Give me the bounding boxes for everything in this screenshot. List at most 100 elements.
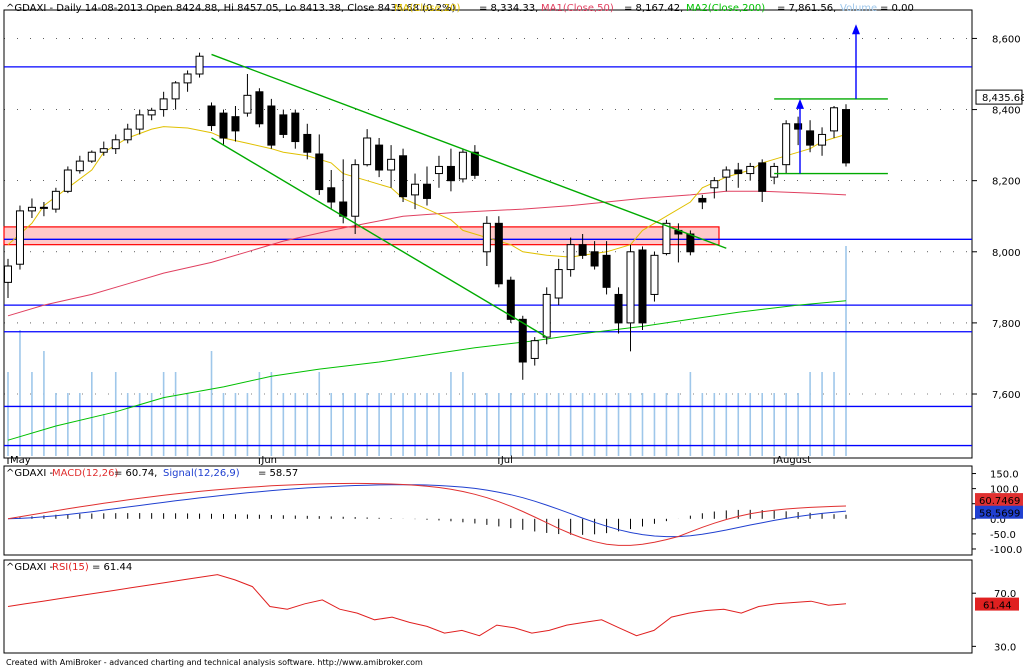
candle-body <box>183 73 192 84</box>
candle-body <box>554 269 563 299</box>
candle-body <box>423 183 431 199</box>
candle-body <box>15 210 24 265</box>
candle-body <box>99 148 108 153</box>
candle-body <box>506 279 515 320</box>
candle-body <box>123 128 132 141</box>
candle-body <box>195 55 204 75</box>
header-ma20: MA(Close,20) <box>394 3 461 14</box>
panel-frame-3 <box>3 559 973 654</box>
macd-value-tag <box>975 493 1023 507</box>
candle-body <box>842 109 850 164</box>
candle-body <box>446 165 455 182</box>
candle-body <box>614 293 623 324</box>
macd-y-tick-label: 100.0 <box>990 485 1019 496</box>
candle-body <box>770 165 779 178</box>
header-ma50-value: = 8,167.42, <box>624 3 683 14</box>
candle-body <box>207 105 216 127</box>
candle-body <box>782 123 791 166</box>
x-tick-label: August <box>776 455 811 466</box>
candle-body <box>590 251 599 267</box>
macd-y-tick-label: -100.0 <box>990 545 1022 556</box>
candle-body <box>686 233 695 253</box>
rsi-y-tick-label: 30.0 <box>994 642 1016 653</box>
y-tick-label: 8,600 <box>992 34 1021 45</box>
candle-body <box>818 133 827 146</box>
range-height-arrow-head <box>796 98 804 109</box>
ma200-line <box>7 300 847 441</box>
target-arrow-head <box>852 24 860 35</box>
candle-body <box>87 151 96 162</box>
candle-body <box>219 112 228 139</box>
candle-body <box>794 123 803 130</box>
trendline-channel-top <box>211 53 727 249</box>
candle-body <box>4 265 12 283</box>
candle-body <box>746 165 755 175</box>
header-symbol: ^GDAXI - Daily 14-08-2013 Open 8424.88, … <box>6 3 455 14</box>
candle-body <box>830 107 839 132</box>
candle-body <box>387 158 396 171</box>
candle-body <box>279 114 288 135</box>
candle-body <box>399 155 408 198</box>
candle-body <box>470 151 479 176</box>
header-ma20-value: = 8,334.33, <box>479 3 538 14</box>
header-volume-value: = 0.00 <box>880 3 914 14</box>
candle-body <box>111 139 120 150</box>
candle-body <box>75 160 84 172</box>
candle-body <box>327 187 336 203</box>
candle-body <box>351 164 360 217</box>
candle-body <box>63 169 72 192</box>
macd-value: = 60.74, <box>114 468 157 479</box>
y-tick-label: 8,000 <box>992 248 1021 259</box>
ma20-line <box>7 126 847 258</box>
last-price-tag <box>975 89 1023 105</box>
candle-body <box>698 197 707 203</box>
candle-body <box>243 94 252 114</box>
rsi-value-label: 61.44 <box>983 601 1012 612</box>
candle-body <box>602 254 611 288</box>
candle-body <box>171 82 180 100</box>
trendline-channel-bottom <box>211 137 548 338</box>
candle-body <box>578 244 587 256</box>
macd-line <box>7 482 847 546</box>
candle-body <box>291 112 300 143</box>
rsi-line <box>7 574 847 637</box>
header-ma200: MA2(Close,200) <box>686 3 765 14</box>
rsi-label: RSI(15) <box>52 562 89 573</box>
candle-body <box>315 153 324 191</box>
candle-body <box>39 206 48 209</box>
candle-body <box>231 116 240 132</box>
signal-line <box>7 484 847 538</box>
header-ma200-value: = 7,861.56, <box>777 3 836 14</box>
rsi-y-tick-label: 70.0 <box>994 589 1016 600</box>
candle-body <box>458 151 467 180</box>
candle-body <box>363 137 372 166</box>
y-tick-label: 8,200 <box>992 177 1021 188</box>
y-tick-label: 7,800 <box>992 319 1021 330</box>
header-volume: Volume <box>840 3 877 14</box>
last-price-label: 8,435.68 <box>982 93 1024 104</box>
macd-y-tick-label: 0.0 <box>990 515 1006 526</box>
y-tick-label: 8,400 <box>992 106 1021 117</box>
resistance-zone <box>3 226 720 246</box>
candle-body <box>375 144 384 171</box>
x-tick-label: Jul <box>500 455 513 466</box>
candle-body <box>710 180 719 189</box>
signal-label: Signal(12,26,9) <box>163 468 240 479</box>
candle-body <box>434 165 443 175</box>
candle-body <box>650 254 659 295</box>
candle-body <box>147 109 156 116</box>
x-tick-label: May <box>10 455 31 466</box>
signal-value: = 58.57 <box>258 468 298 479</box>
x-tick-label: Jun <box>260 455 277 466</box>
signal-value-tag <box>975 505 1023 519</box>
candle-body <box>494 222 503 285</box>
rsi-label-prefix: ^GDAXI - <box>6 562 53 573</box>
panel-frame-2 <box>3 465 973 556</box>
candle-body <box>722 169 731 178</box>
macd-label-prefix: ^GDAXI - <box>6 468 53 479</box>
macd-value-label: 60.7469 <box>979 496 1020 507</box>
candle-body <box>662 222 671 255</box>
signal-value-label: 58.5699 <box>979 509 1020 520</box>
